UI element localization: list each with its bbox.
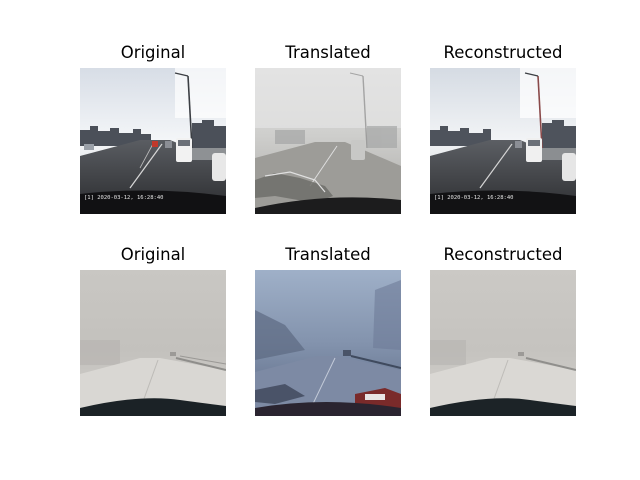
image-snow-original: [80, 270, 226, 416]
panel-title: Reconstructed: [443, 43, 563, 62]
timestamp-overlay: [1] 2020-03-12, 16:28:40: [434, 195, 513, 201]
image-snow-translated: [255, 270, 401, 416]
panel-title: Original: [120, 245, 186, 264]
image-snow-reconstructed: [430, 270, 576, 416]
panel-title: Original: [120, 43, 186, 62]
panel-title: Translated: [285, 245, 371, 264]
panel-title: Translated: [285, 43, 371, 62]
image-city-translated: [255, 68, 401, 214]
panel-title: Reconstructed: [443, 245, 563, 264]
timestamp-overlay: [1] 2020-03-12, 16:28:40: [84, 195, 163, 201]
image-city-reconstructed: [1] 2020-03-12, 16:28:40: [430, 68, 576, 214]
image-city-original: [1] 2020-03-12, 16:28:40: [80, 68, 226, 214]
